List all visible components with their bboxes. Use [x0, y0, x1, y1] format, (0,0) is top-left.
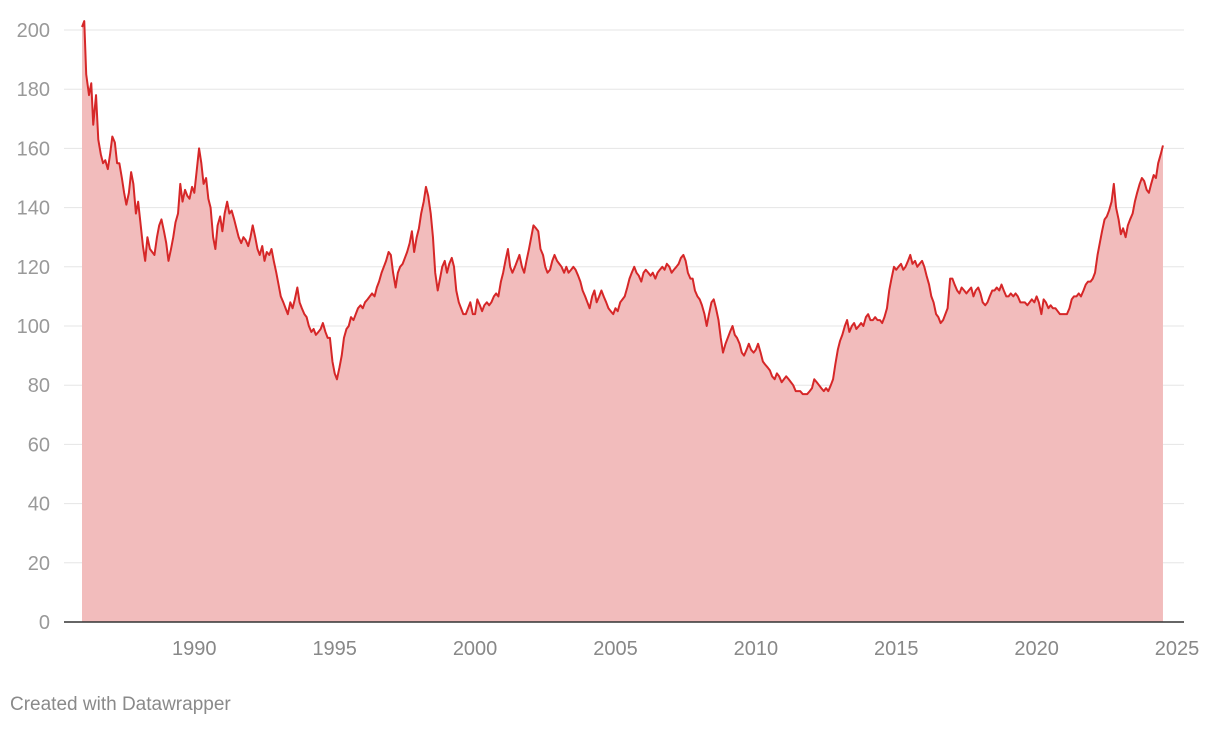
x-tick-label: 2020 — [1014, 638, 1059, 660]
area-chart: 0 20 40 60 80 100 120 140 160 180 200 1990 1995 2000… — [17, 20, 1200, 660]
y-axis-tick-labels: 0 20 40 60 80 100 120 140 160 180 200 — [17, 20, 50, 634]
y-tick-label: 0 — [39, 612, 50, 634]
x-tick-label: 1995 — [312, 638, 357, 660]
series-line — [81, 20, 1164, 396]
x-axis-tick-labels: 1990 1995 2000 2005 2010 2015 2020 2025 — [172, 638, 1199, 660]
y-tick-label: 100 — [17, 316, 50, 338]
footer-credit: Created with Datawrapper — [10, 694, 231, 715]
x-tick-label: 2025 — [1155, 638, 1200, 660]
x-tick-label: 2000 — [453, 638, 498, 660]
y-tick-label: 40 — [28, 494, 50, 516]
x-tick-label: 2015 — [874, 638, 919, 660]
x-tick-label: 2010 — [734, 638, 779, 660]
y-tick-label: 160 — [17, 138, 50, 160]
y-tick-label: 20 — [28, 553, 50, 575]
y-tick-label: 120 — [17, 257, 50, 279]
series-area-fill — [82, 21, 1163, 623]
y-tick-label: 200 — [17, 20, 50, 42]
x-tick-label: 2005 — [593, 638, 638, 660]
y-tick-label: 140 — [17, 198, 50, 220]
y-tick-label: 60 — [28, 434, 50, 456]
y-tick-label: 80 — [28, 375, 50, 397]
y-tick-label: 180 — [17, 79, 50, 101]
x-tick-label: 1990 — [172, 638, 217, 660]
